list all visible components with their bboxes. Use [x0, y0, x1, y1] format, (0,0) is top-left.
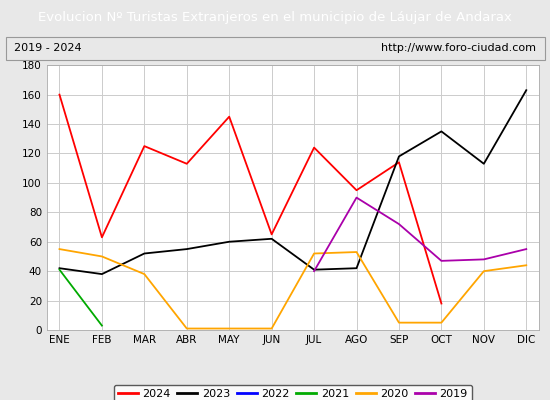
Legend: 2024, 2023, 2022, 2021, 2020, 2019: 2024, 2023, 2022, 2021, 2020, 2019 [113, 385, 472, 400]
Text: 2019 - 2024: 2019 - 2024 [14, 43, 81, 53]
Text: Evolucion Nº Turistas Extranjeros en el municipio de Láujar de Andarax: Evolucion Nº Turistas Extranjeros en el … [38, 11, 512, 24]
Text: http://www.foro-ciudad.com: http://www.foro-ciudad.com [381, 43, 536, 53]
